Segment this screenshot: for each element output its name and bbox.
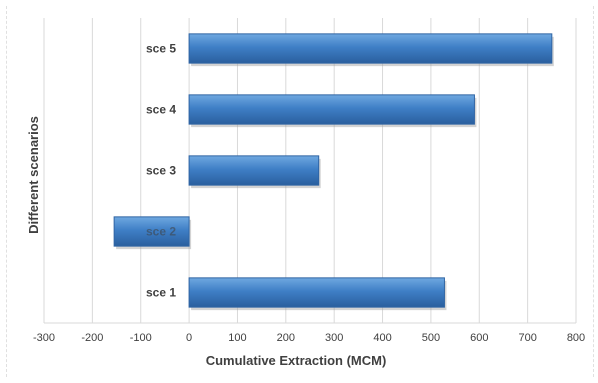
- bar-sce-4: [188, 94, 475, 125]
- bar-sce-1: [188, 277, 445, 308]
- x-tick-label: -300: [33, 332, 55, 344]
- y-axis-title: Different scenarios: [26, 116, 41, 234]
- x-tick-label: 200: [277, 332, 295, 344]
- category-label: sce 3: [146, 164, 176, 178]
- x-tick-label: -200: [81, 332, 103, 344]
- bar-sce-2: [113, 216, 190, 247]
- x-tick-label: 700: [518, 332, 536, 344]
- category-label: sce 4: [146, 103, 176, 117]
- x-tick-label: 100: [228, 332, 246, 344]
- bar-layer: [113, 33, 554, 311]
- x-tick-label: 600: [470, 332, 488, 344]
- category-label: sce 1: [146, 286, 176, 300]
- x-tick-labels: -300 -200 -100 0 100 200 300 400 500 600 700 800: [33, 332, 585, 344]
- bar-sce-3: [188, 155, 320, 186]
- category-label: sce 5: [146, 42, 176, 56]
- x-tick-label: 300: [325, 332, 343, 344]
- x-tick-label: 0: [186, 332, 192, 344]
- category-labels: sce 1 sce 2 sce 3 sce 4 sce 5: [146, 42, 176, 300]
- category-label: sce 2: [146, 225, 176, 239]
- chart-border: [6, 6, 594, 377]
- x-tick-label: -100: [130, 332, 152, 344]
- x-tick-label: 400: [373, 332, 391, 344]
- x-tick-label: 500: [422, 332, 440, 344]
- x-tick-label: 800: [567, 332, 585, 344]
- bar-sce-5: [188, 33, 553, 64]
- x-axis-title: Cumulative Extraction (MCM): [206, 353, 387, 368]
